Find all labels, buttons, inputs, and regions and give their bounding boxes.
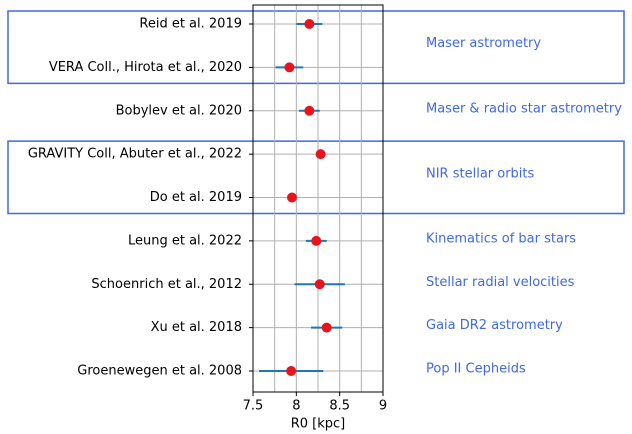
x-axis-label: R0 [kpc] — [291, 417, 346, 432]
y-tick-label: Xu et al. 2018 — [151, 320, 242, 335]
data-point — [304, 105, 315, 116]
data-point — [311, 235, 322, 246]
data-point — [284, 62, 295, 73]
group-label: Gaia DR2 astrometry — [426, 318, 563, 333]
y-tick-label: Groenewegen et al. 2008 — [77, 364, 242, 379]
data-point — [314, 279, 325, 290]
y-tick-label: Leung et al. 2022 — [128, 233, 242, 248]
group-box — [7, 10, 625, 85]
group-label: Kinematics of bar stars — [426, 231, 576, 246]
group-label: Pop II Cepheids — [426, 362, 526, 377]
data-point — [321, 322, 332, 333]
group-label: NIR stellar orbits — [426, 166, 535, 181]
y-tick-label: VERA Coll., Hirota et al., 2020 — [49, 60, 242, 75]
data-point — [304, 19, 315, 29]
y-tick-label: GRAVITY Coll, Abuter et al., 2022 — [28, 147, 242, 162]
y-tick-label: Do et al. 2019 — [150, 190, 242, 205]
plot-frame — [252, 4, 384, 393]
group-label: Stellar radial velocities — [426, 275, 575, 290]
y-tick-label: Bobylev et al. 2020 — [116, 103, 242, 118]
y-tick-label: Schoenrich et al., 2012 — [91, 277, 242, 292]
y-tick-label: Reid et al. 2019 — [139, 17, 242, 32]
group-box — [7, 140, 625, 215]
x-tick-label: 8 — [292, 399, 300, 414]
data-point — [315, 149, 326, 160]
group-label: Maser astrometry — [426, 36, 541, 51]
data-point — [286, 366, 297, 376]
data-point — [287, 192, 297, 203]
x-tick-label: 9 — [379, 399, 387, 414]
x-tick-label: 8.5 — [329, 399, 350, 414]
x-tick-label: 7.5 — [243, 399, 264, 414]
group-label: Maser & radio star astrometry — [426, 101, 622, 116]
